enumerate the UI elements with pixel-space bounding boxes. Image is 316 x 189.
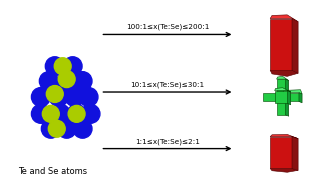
Circle shape: [42, 105, 59, 122]
Circle shape: [67, 105, 86, 123]
Polygon shape: [270, 15, 298, 22]
Polygon shape: [286, 99, 289, 116]
Circle shape: [40, 72, 58, 91]
Circle shape: [73, 119, 92, 138]
Polygon shape: [275, 91, 288, 103]
Circle shape: [54, 58, 71, 75]
Polygon shape: [283, 92, 299, 101]
Circle shape: [31, 88, 50, 106]
Polygon shape: [263, 92, 279, 101]
Circle shape: [49, 88, 68, 106]
Circle shape: [79, 88, 98, 106]
Circle shape: [63, 57, 82, 76]
Polygon shape: [286, 79, 289, 96]
Circle shape: [68, 105, 85, 122]
Circle shape: [41, 119, 60, 138]
Circle shape: [46, 86, 63, 102]
Polygon shape: [288, 91, 291, 105]
Polygon shape: [292, 137, 298, 170]
Polygon shape: [270, 70, 298, 76]
Polygon shape: [270, 168, 298, 172]
Text: 100:1≤x(Te:Se)≤200:1: 100:1≤x(Te:Se)≤200:1: [126, 24, 209, 30]
Polygon shape: [292, 19, 298, 73]
Polygon shape: [276, 76, 289, 81]
Circle shape: [51, 105, 70, 123]
Polygon shape: [275, 88, 291, 92]
Polygon shape: [276, 79, 286, 95]
Circle shape: [65, 88, 84, 106]
Polygon shape: [276, 99, 286, 115]
Polygon shape: [270, 134, 298, 139]
Text: 10:1≤x(Te:Se)≤30:1: 10:1≤x(Te:Se)≤30:1: [131, 81, 204, 88]
Circle shape: [57, 72, 76, 91]
Circle shape: [57, 119, 76, 138]
Polygon shape: [270, 137, 292, 168]
Circle shape: [31, 105, 50, 123]
Circle shape: [81, 105, 100, 123]
Polygon shape: [283, 90, 302, 94]
Circle shape: [45, 57, 64, 76]
Polygon shape: [270, 19, 292, 70]
Polygon shape: [299, 92, 302, 103]
Text: 1:1≤x(Te:Se)≤2:1: 1:1≤x(Te:Se)≤2:1: [135, 138, 200, 145]
Circle shape: [58, 71, 75, 88]
Circle shape: [48, 120, 65, 137]
Circle shape: [73, 72, 92, 91]
Text: Te and Se atoms: Te and Se atoms: [18, 167, 87, 176]
